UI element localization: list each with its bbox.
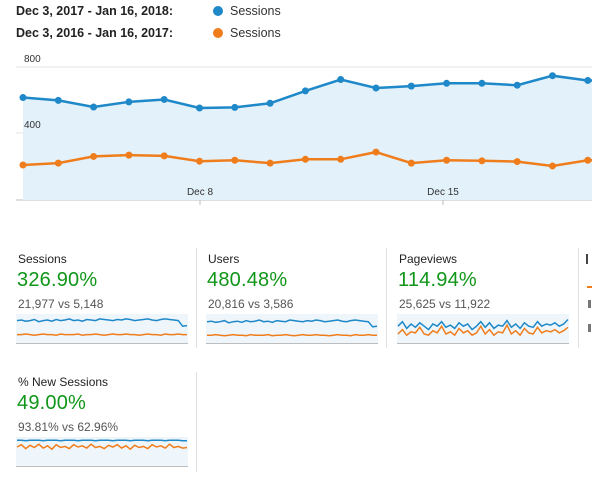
metric-card-partial[interactable] xyxy=(586,252,592,364)
data-point-previous[interactable] xyxy=(301,155,309,163)
metric-value: 480.48% xyxy=(207,269,288,291)
card-divider xyxy=(196,372,197,472)
metric-card-users[interactable]: Users 480.48% 20,816 vs 3,586 xyxy=(206,252,394,364)
metric-title: Sessions xyxy=(18,252,67,266)
partial-card-spark-fragment xyxy=(587,286,592,288)
metric-sparkline xyxy=(397,314,569,344)
data-point-previous[interactable] xyxy=(231,156,239,164)
card-divider xyxy=(386,248,387,348)
data-point-current[interactable] xyxy=(478,79,486,87)
data-point-previous[interactable] xyxy=(549,162,556,170)
data-point-current[interactable] xyxy=(160,95,168,103)
data-point-current[interactable] xyxy=(231,103,239,111)
data-point-current[interactable] xyxy=(90,103,98,111)
data-point-previous[interactable] xyxy=(266,159,274,167)
legend-dot-current xyxy=(213,6,223,16)
metric-compare: 93.81% vs 62.96% xyxy=(18,420,119,434)
data-point-current[interactable] xyxy=(407,82,415,90)
data-point-current[interactable] xyxy=(372,84,380,92)
sparkline-bg xyxy=(16,437,188,467)
partial-card-text-fragment xyxy=(588,300,591,308)
data-point-previous[interactable] xyxy=(584,156,592,164)
sparkline-previous xyxy=(17,333,187,336)
metric-card-sessions[interactable]: Sessions 326.90% 21,977 vs 5,148 xyxy=(16,252,204,364)
metric-title: % New Sessions xyxy=(18,375,109,389)
data-point-previous[interactable] xyxy=(372,148,380,156)
legend-range-previous: Dec 3, 2016 - Jan 16, 2017: xyxy=(16,26,174,40)
metric-sparkline xyxy=(16,314,188,344)
chart-points[interactable] xyxy=(19,72,592,170)
sparkline-previous xyxy=(16,443,188,451)
legend-row-previous: Dec 3, 2016 - Jan 16, 2017: Sessions xyxy=(16,22,592,44)
data-point-previous[interactable] xyxy=(54,159,62,167)
data-point-current[interactable] xyxy=(19,94,27,102)
sparkline-previous xyxy=(397,323,569,337)
sparkline-current xyxy=(17,439,187,442)
data-point-previous[interactable] xyxy=(19,161,27,169)
series-area-current xyxy=(23,75,592,200)
metric-value: 114.94% xyxy=(398,269,477,291)
data-point-previous[interactable] xyxy=(478,157,486,165)
data-point-previous[interactable] xyxy=(337,155,345,163)
metric-card-pageviews[interactable]: Pageviews 114.94% 25,625 vs 11,922 xyxy=(397,252,585,364)
card-divider xyxy=(578,248,579,348)
data-point-current[interactable] xyxy=(266,99,274,107)
data-point-current[interactable] xyxy=(125,98,133,106)
data-point-current[interactable] xyxy=(549,72,556,80)
data-point-current[interactable] xyxy=(196,104,203,112)
y-tick-label: 800 xyxy=(24,54,41,65)
y-tick-label: 400 xyxy=(24,120,41,131)
metric-title: Pageviews xyxy=(399,252,458,266)
metric-compare: 20,816 vs 3,586 xyxy=(208,297,294,311)
data-point-previous[interactable] xyxy=(160,152,168,160)
data-point-previous[interactable] xyxy=(443,156,451,164)
legend-series-previous[interactable]: Sessions xyxy=(230,26,281,40)
legend-range-current: Dec 3, 2017 - Jan 16, 2018: xyxy=(16,4,174,18)
legend-row-current: Dec 3, 2017 - Jan 16, 2018: Sessions xyxy=(16,0,592,22)
chart-lines xyxy=(22,74,592,168)
metric-sparkline xyxy=(206,314,378,344)
sparkline-current xyxy=(16,318,188,328)
partial-card-text-fragment-2 xyxy=(588,324,591,332)
data-point-current[interactable] xyxy=(513,81,521,89)
metric-card-new-sessions[interactable]: % New Sessions 49.00% 93.81% vs 62.96% xyxy=(16,375,204,487)
metric-value: 49.00% xyxy=(17,392,87,414)
legend-dot-previous xyxy=(213,28,223,38)
data-point-previous[interactable] xyxy=(513,158,521,166)
legend: Dec 3, 2017 - Jan 16, 2018: Sessions Dec… xyxy=(16,0,592,44)
metric-value: 326.90% xyxy=(17,269,98,291)
legend-series-current[interactable]: Sessions xyxy=(230,4,281,18)
sparkline-current xyxy=(206,319,378,328)
sparkline-previous xyxy=(207,333,377,337)
sparkline-bg xyxy=(206,314,378,344)
data-point-current[interactable] xyxy=(301,87,309,95)
chart-ticks: 800 400 Dec 8 Dec 15 xyxy=(24,54,459,205)
data-point-current[interactable] xyxy=(443,79,451,87)
metric-compare: 25,625 vs 11,922 xyxy=(399,297,491,311)
x-tick-label: Dec 15 xyxy=(427,187,459,198)
data-point-current[interactable] xyxy=(54,96,62,104)
series-line-current xyxy=(22,74,592,110)
data-point-previous[interactable] xyxy=(407,159,415,167)
metric-sparkline xyxy=(16,437,188,467)
sessions-line-chart[interactable]: 800 400 Dec 8 Dec 15 xyxy=(0,48,592,208)
chart-area xyxy=(23,75,592,200)
x-tick-label: Dec 8 xyxy=(187,187,214,198)
data-point-previous[interactable] xyxy=(90,152,98,160)
metric-compare: 21,977 vs 5,148 xyxy=(18,297,104,311)
data-point-previous[interactable] xyxy=(196,157,203,165)
data-point-previous[interactable] xyxy=(125,151,133,159)
metric-title: Users xyxy=(208,252,240,266)
data-point-current[interactable] xyxy=(337,76,345,83)
series-line-previous xyxy=(22,150,592,168)
partial-card-title-fragment xyxy=(586,254,588,264)
sparkline-current xyxy=(397,318,569,331)
card-divider xyxy=(196,248,197,348)
data-point-current[interactable] xyxy=(584,76,592,84)
